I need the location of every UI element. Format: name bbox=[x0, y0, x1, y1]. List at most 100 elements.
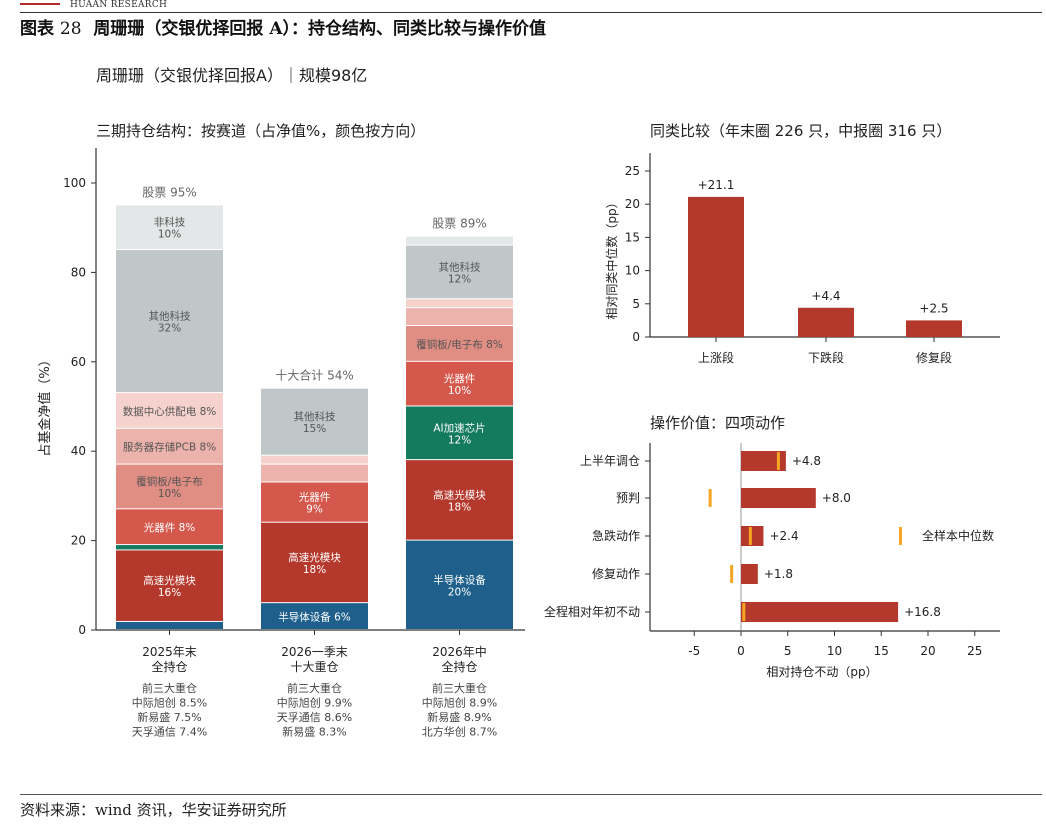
segment-pct: 20% bbox=[448, 586, 471, 598]
holding-note: 新易盛 8.9% bbox=[427, 710, 491, 724]
brand-name: HUAAN RESEARCH bbox=[70, 0, 168, 10]
operation-category-label: 全程相对年初不动 bbox=[544, 604, 640, 619]
peer-bar-value: +4.4 bbox=[811, 289, 840, 303]
segment-label: 覆铜板/电子布 8% bbox=[416, 338, 503, 351]
peer-bar bbox=[906, 320, 962, 337]
holding-note: 天孚通信 7.4% bbox=[132, 726, 207, 739]
category-label: 2025年末 bbox=[142, 645, 197, 659]
operation-bar-value: +4.8 bbox=[792, 454, 821, 468]
footer-rule bbox=[20, 794, 1042, 795]
stack-segment bbox=[406, 299, 513, 308]
legend-label: 全样本中位数 bbox=[922, 528, 994, 543]
stack-segment bbox=[261, 388, 368, 455]
operation-category-label: 上半年调仓 bbox=[580, 454, 640, 468]
holding-note: 天孚通信 8.6% bbox=[277, 711, 352, 724]
legend-marker bbox=[899, 527, 902, 545]
peer-bar-value: +21.1 bbox=[698, 178, 735, 192]
stack-segment bbox=[116, 464, 223, 509]
category-sublabel: 十大重仓 bbox=[290, 660, 338, 674]
segment-pct: 12% bbox=[448, 273, 471, 285]
segment-pct: 10% bbox=[448, 385, 471, 397]
segment-label: 半导体设备 6% bbox=[278, 611, 351, 624]
stack-segment bbox=[406, 361, 513, 406]
chart1-y-tick-label: 60 bbox=[71, 355, 86, 369]
segment-label: AI加速芯片 bbox=[433, 421, 485, 434]
chart-suptitle: 周珊珊（交银优择回报A）｜规模98亿 bbox=[96, 66, 368, 85]
segment-label: 光器件 8% bbox=[144, 521, 196, 534]
chart2-y-tick-label: 15 bbox=[625, 230, 640, 244]
chart1-y-tick-label: 20 bbox=[71, 534, 86, 548]
chart3-x-axis-label: 相对持仓不动（pp） bbox=[766, 664, 877, 679]
operation-bar bbox=[741, 526, 764, 546]
chart3-x-tick-label: -5 bbox=[688, 644, 700, 658]
chart2-y-axis-label: 相对同类中位数（pp） bbox=[604, 196, 619, 319]
stack-segment bbox=[406, 236, 513, 245]
stack-segment bbox=[406, 308, 513, 326]
segment-label: 覆铜板/电子布 bbox=[136, 475, 203, 488]
chart2-y-tick-label: 25 bbox=[625, 164, 640, 178]
stack-segment bbox=[116, 393, 223, 428]
segment-label: 其他科技 bbox=[439, 260, 481, 273]
segment-label: 高速光模块 bbox=[433, 488, 486, 501]
chart3-x-tick-label: 25 bbox=[967, 644, 982, 658]
peer-bar bbox=[798, 307, 854, 337]
median-marker bbox=[748, 527, 752, 545]
segment-pct: 9% bbox=[306, 504, 323, 516]
chart-canvas: 三期持仓结构：按赛道（占净值%，颜色按方向）020406080100占基金净值（… bbox=[37, 122, 1000, 739]
segment-pct: 10% bbox=[158, 488, 181, 500]
chart2-y-tick-label: 10 bbox=[625, 264, 640, 278]
chart3-x-tick-label: 0 bbox=[737, 644, 745, 658]
operation-category-label: 急跌动作 bbox=[592, 528, 640, 543]
category-sublabel: 全持仓 bbox=[151, 659, 187, 674]
holding-note: 前三大重仓 bbox=[142, 681, 197, 695]
segment-label: 高速光模块 bbox=[143, 574, 196, 587]
chart1-y-tick-label: 0 bbox=[78, 623, 86, 637]
operation-bar-value: +16.8 bbox=[904, 605, 941, 619]
figure-title: 图表 28 周珊珊（交银优择回报 A）：持仓结构、同类比较与操作价值 bbox=[20, 14, 546, 39]
peer-category-label: 上涨段 bbox=[698, 350, 734, 365]
segment-label: 高速光模块 bbox=[288, 551, 341, 564]
bar-total-label: 股票 89% bbox=[432, 217, 487, 231]
operation-bar-value: +2.4 bbox=[769, 529, 798, 543]
holding-note: 前三大重仓 bbox=[432, 681, 487, 695]
segment-pct: 15% bbox=[303, 423, 326, 435]
peer-category-label: 下跌段 bbox=[808, 350, 844, 365]
chart3-x-tick-label: 20 bbox=[920, 644, 935, 658]
median-marker bbox=[730, 565, 734, 583]
median-marker bbox=[742, 603, 746, 621]
chart3-title: 操作价值：四项动作 bbox=[650, 414, 785, 432]
stack-segment bbox=[116, 550, 223, 621]
bar-total-label: 十大合计 54% bbox=[275, 368, 354, 383]
segment-label: 其他科技 bbox=[149, 310, 191, 323]
header-accent-mark bbox=[20, 3, 60, 5]
segment-label: 数据中心供配电 8% bbox=[123, 405, 217, 418]
figure-title-text: 周珊珊（交银优择回报 A）：持仓结构、同类比较与操作价值 bbox=[93, 19, 547, 39]
stack-segment bbox=[116, 621, 223, 629]
segment-label: 非科技 bbox=[154, 216, 186, 229]
stack-segment bbox=[261, 464, 368, 482]
stack-segment bbox=[261, 455, 368, 464]
source-note: 资料来源：wind 资讯，华安证券研究所 bbox=[20, 801, 287, 819]
stack-segment bbox=[261, 603, 368, 629]
stack-segment bbox=[116, 509, 223, 545]
category-sublabel: 全持仓 bbox=[441, 659, 477, 674]
segment-label: 服务器存储PCB 8% bbox=[123, 441, 216, 454]
segment-pct: 18% bbox=[303, 564, 326, 576]
holding-note: 新易盛 7.5% bbox=[137, 710, 201, 724]
peer-bar-value: +2.5 bbox=[919, 301, 948, 315]
median-marker bbox=[776, 452, 780, 470]
chart3-x-tick-label: 5 bbox=[784, 644, 792, 658]
holding-note: 中际旭创 8.5% bbox=[132, 696, 207, 710]
header-rule bbox=[20, 12, 1042, 13]
segment-label: 半导体设备 bbox=[433, 573, 486, 586]
segment-label: 光器件 bbox=[299, 491, 331, 504]
segment-pct: 12% bbox=[448, 434, 471, 446]
chart1-y-axis-label: 占基金净值（%） bbox=[37, 353, 53, 456]
stack-segment bbox=[116, 428, 223, 464]
segment-pct: 16% bbox=[158, 587, 181, 599]
chart1-title: 三期持仓结构：按赛道（占净值%，颜色按方向） bbox=[96, 122, 425, 140]
holding-note: 中际旭创 8.9% bbox=[422, 696, 497, 710]
chart2-y-tick-label: 0 bbox=[632, 330, 640, 344]
stack-segment bbox=[116, 545, 223, 550]
stack-segment bbox=[116, 205, 223, 250]
